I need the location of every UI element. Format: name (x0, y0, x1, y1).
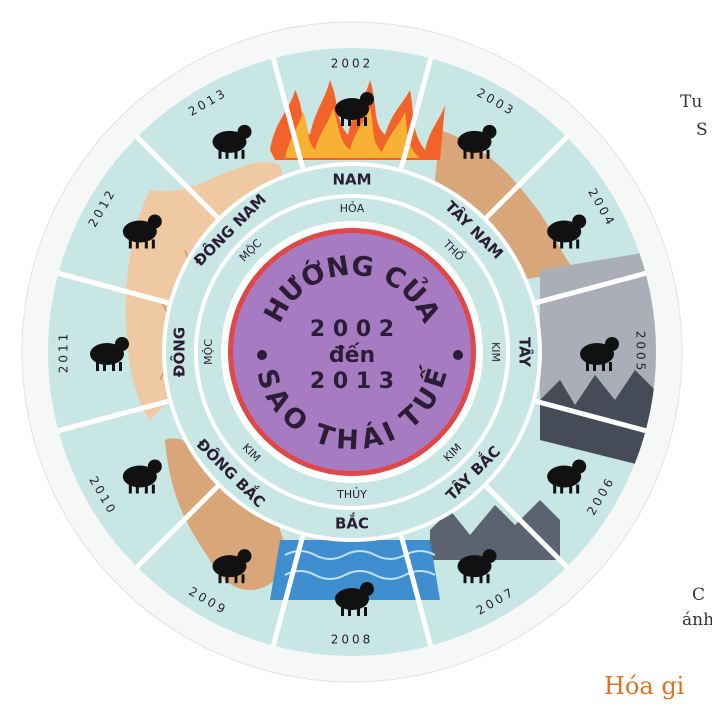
sector-divider (135, 135, 220, 220)
sector-divider (484, 484, 569, 569)
tiger-icon (122, 459, 162, 494)
sector-divider (398, 534, 434, 647)
element-label: HỎA (340, 201, 365, 215)
horse-icon (335, 92, 374, 126)
sector-divider (57, 398, 170, 434)
direction-label: TÂY (516, 337, 535, 368)
pig-icon (457, 549, 497, 584)
center-disk (233, 233, 471, 471)
center-year-end: 2 0 1 3 (310, 369, 394, 394)
sector-divider (398, 57, 434, 170)
monkey-icon (547, 214, 587, 249)
side-text-1: Tu (680, 92, 703, 112)
rat-icon (335, 582, 374, 616)
year-label: 2005 (634, 331, 648, 374)
sector-divider (534, 270, 647, 306)
dragon-icon (122, 214, 162, 249)
side-text-2: S (696, 120, 708, 140)
element-label: KIM (489, 342, 502, 362)
element-label: THỦY (336, 487, 367, 501)
direction-label: NAM (332, 171, 371, 189)
sector-divider (484, 135, 569, 220)
side-text-3: ánh (682, 610, 712, 630)
sector-divider (57, 270, 170, 306)
snake-icon (212, 124, 252, 159)
bullet-left (257, 350, 267, 360)
earth-region-ne (165, 438, 290, 590)
direction-label: ĐÔNG (170, 327, 189, 377)
bullet-right (453, 350, 463, 360)
sector-divider (270, 534, 306, 647)
side-text-4: C (692, 585, 706, 605)
bottom-heading: Hóa gi (604, 672, 685, 700)
year-label: 2008 (331, 633, 374, 647)
center-year-start: 2 0 0 2 (310, 317, 394, 342)
sector-divider (270, 57, 306, 170)
dog-icon (547, 459, 587, 494)
element-label: MỘC (202, 339, 215, 365)
rabbit-icon (90, 337, 129, 371)
water-region (270, 540, 440, 600)
rooster-icon (580, 337, 619, 371)
center-to: đến (329, 343, 375, 368)
ox-icon (212, 549, 252, 584)
direction-label: BẮC (335, 512, 369, 533)
year-label: 2011 (57, 331, 71, 374)
goat-icon (457, 124, 497, 159)
sector-divider (534, 398, 647, 434)
year-label: 2002 (331, 57, 374, 71)
sector-divider (135, 484, 220, 569)
